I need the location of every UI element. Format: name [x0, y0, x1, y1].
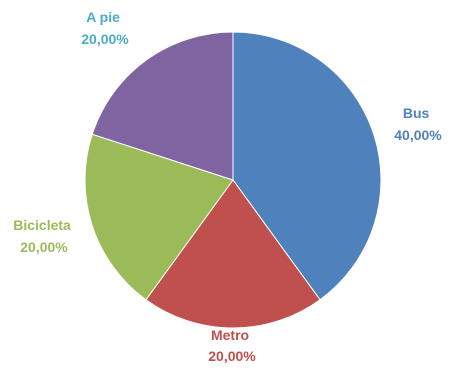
data-label-bicicleta: Bicicleta 20,00% — [13, 217, 74, 255]
data-label-bicicleta-name: Bicicleta — [13, 217, 71, 233]
data-label-metro-value: 20,00% — [208, 348, 256, 364]
data-label-bus: Bus 40,00% — [394, 105, 442, 143]
data-label-metro-name: Metro — [211, 327, 249, 343]
data-label-bicicleta-value: 20,00% — [20, 239, 68, 255]
pie-slice-metro — [145, 179, 321, 329]
data-label-a-pie: A pie 20,00% — [81, 9, 129, 47]
pie-slice-a-pie — [91, 31, 234, 181]
pie-slices — [84, 31, 382, 329]
pie-slice-bicicleta — [84, 133, 234, 301]
data-label-metro: Metro 20,00% — [208, 327, 256, 364]
data-label-a-pie-value: 20,00% — [81, 31, 129, 47]
data-label-a-pie-name: A pie — [86, 9, 120, 25]
pie-slice-bus — [232, 31, 382, 301]
data-label-bus-value: 40,00% — [394, 127, 442, 143]
data-label-bus-name: Bus — [403, 105, 430, 121]
